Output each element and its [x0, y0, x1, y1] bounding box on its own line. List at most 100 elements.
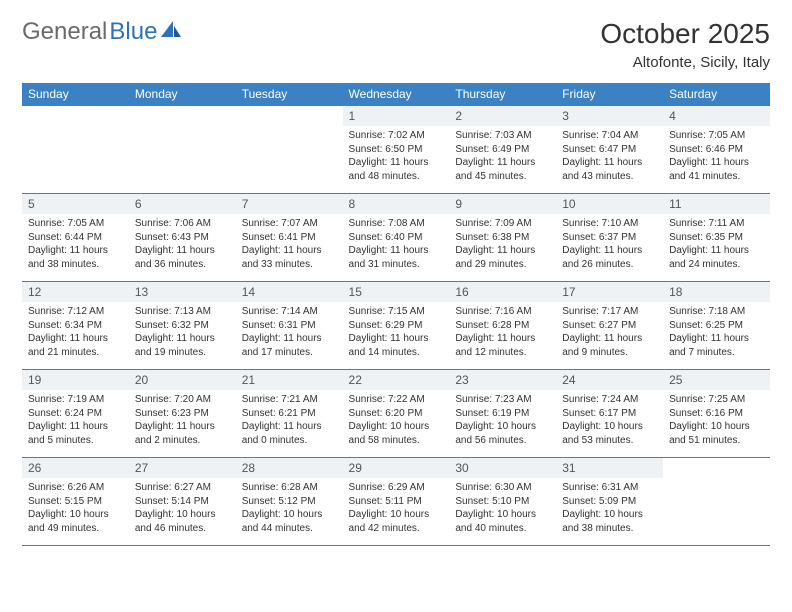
sunrise-text: Sunrise: 7:07 AM: [242, 217, 337, 231]
day-number: 24: [556, 370, 663, 390]
day-details: Sunrise: 7:09 AMSunset: 6:38 PMDaylight:…: [449, 214, 556, 274]
calendar-day-cell: 19Sunrise: 7:19 AMSunset: 6:24 PMDayligh…: [22, 370, 129, 458]
sunrise-text: Sunrise: 7:23 AM: [455, 393, 550, 407]
daylight-text: Daylight: 11 hours and 43 minutes.: [562, 156, 657, 183]
sunrise-text: Sunrise: 7:19 AM: [28, 393, 123, 407]
calendar-day-cell: 1Sunrise: 7:02 AMSunset: 6:50 PMDaylight…: [343, 106, 450, 194]
day-number: 6: [129, 194, 236, 214]
day-details: Sunrise: 7:22 AMSunset: 6:20 PMDaylight:…: [343, 390, 450, 450]
sunrise-text: Sunrise: 7:11 AM: [669, 217, 764, 231]
sunset-text: Sunset: 5:09 PM: [562, 495, 657, 509]
month-title: October 2025: [600, 18, 770, 50]
sunrise-text: Sunrise: 6:29 AM: [349, 481, 444, 495]
daylight-text: Daylight: 11 hours and 38 minutes.: [28, 244, 123, 271]
day-details: Sunrise: 7:02 AMSunset: 6:50 PMDaylight:…: [343, 126, 450, 186]
calendar-day-cell: 16Sunrise: 7:16 AMSunset: 6:28 PMDayligh…: [449, 282, 556, 370]
sunrise-text: Sunrise: 6:27 AM: [135, 481, 230, 495]
daylight-text: Daylight: 11 hours and 36 minutes.: [135, 244, 230, 271]
sunset-text: Sunset: 6:16 PM: [669, 407, 764, 421]
calendar-week-row: 5Sunrise: 7:05 AMSunset: 6:44 PMDaylight…: [22, 194, 770, 282]
sunset-text: Sunset: 6:46 PM: [669, 143, 764, 157]
sunset-text: Sunset: 6:19 PM: [455, 407, 550, 421]
daylight-text: Daylight: 10 hours and 49 minutes.: [28, 508, 123, 535]
sunrise-text: Sunrise: 7:08 AM: [349, 217, 444, 231]
day-number: 15: [343, 282, 450, 302]
daylight-text: Daylight: 10 hours and 51 minutes.: [669, 420, 764, 447]
weekday-header: Saturday: [663, 83, 770, 106]
weekday-header: Thursday: [449, 83, 556, 106]
sunrise-text: Sunrise: 6:28 AM: [242, 481, 337, 495]
day-details: Sunrise: 7:13 AMSunset: 6:32 PMDaylight:…: [129, 302, 236, 362]
day-number: 8: [343, 194, 450, 214]
sunrise-text: Sunrise: 7:13 AM: [135, 305, 230, 319]
sunset-text: Sunset: 6:27 PM: [562, 319, 657, 333]
sunset-text: Sunset: 6:35 PM: [669, 231, 764, 245]
day-details: Sunrise: 7:17 AMSunset: 6:27 PMDaylight:…: [556, 302, 663, 362]
calendar-header-row: SundayMondayTuesdayWednesdayThursdayFrid…: [22, 83, 770, 106]
daylight-text: Daylight: 10 hours and 53 minutes.: [562, 420, 657, 447]
day-number: 5: [22, 194, 129, 214]
sunrise-text: Sunrise: 7:16 AM: [455, 305, 550, 319]
sunset-text: Sunset: 5:15 PM: [28, 495, 123, 509]
sunrise-text: Sunrise: 7:05 AM: [669, 129, 764, 143]
calendar-day-cell: 11Sunrise: 7:11 AMSunset: 6:35 PMDayligh…: [663, 194, 770, 282]
location: Altofonte, Sicily, Italy: [600, 54, 770, 71]
calendar-day-cell: 25Sunrise: 7:25 AMSunset: 6:16 PMDayligh…: [663, 370, 770, 458]
calendar-day-cell: 3Sunrise: 7:04 AMSunset: 6:47 PMDaylight…: [556, 106, 663, 194]
calendar-day-cell: 29Sunrise: 6:29 AMSunset: 5:11 PMDayligh…: [343, 458, 450, 546]
sunset-text: Sunset: 6:34 PM: [28, 319, 123, 333]
daylight-text: Daylight: 11 hours and 17 minutes.: [242, 332, 337, 359]
day-number: 14: [236, 282, 343, 302]
sunset-text: Sunset: 6:43 PM: [135, 231, 230, 245]
calendar-day-cell: 2Sunrise: 7:03 AMSunset: 6:49 PMDaylight…: [449, 106, 556, 194]
sunrise-text: Sunrise: 7:17 AM: [562, 305, 657, 319]
day-number: 7: [236, 194, 343, 214]
day-number: 1: [343, 106, 450, 126]
sunset-text: Sunset: 6:31 PM: [242, 319, 337, 333]
sunset-text: Sunset: 5:12 PM: [242, 495, 337, 509]
calendar-day-cell: 23Sunrise: 7:23 AMSunset: 6:19 PMDayligh…: [449, 370, 556, 458]
sunset-text: Sunset: 6:25 PM: [669, 319, 764, 333]
logo: GeneralBlue: [22, 18, 181, 46]
day-details: Sunrise: 7:20 AMSunset: 6:23 PMDaylight:…: [129, 390, 236, 450]
daylight-text: Daylight: 11 hours and 24 minutes.: [669, 244, 764, 271]
sunset-text: Sunset: 6:29 PM: [349, 319, 444, 333]
calendar-day-cell: 10Sunrise: 7:10 AMSunset: 6:37 PMDayligh…: [556, 194, 663, 282]
daylight-text: Daylight: 11 hours and 5 minutes.: [28, 420, 123, 447]
calendar-week-row: 12Sunrise: 7:12 AMSunset: 6:34 PMDayligh…: [22, 282, 770, 370]
calendar-day-cell: 9Sunrise: 7:09 AMSunset: 6:38 PMDaylight…: [449, 194, 556, 282]
sunset-text: Sunset: 6:28 PM: [455, 319, 550, 333]
sunset-text: Sunset: 5:10 PM: [455, 495, 550, 509]
day-details: Sunrise: 7:23 AMSunset: 6:19 PMDaylight:…: [449, 390, 556, 450]
day-number: 10: [556, 194, 663, 214]
sunrise-text: Sunrise: 7:12 AM: [28, 305, 123, 319]
calendar-day-cell: 13Sunrise: 7:13 AMSunset: 6:32 PMDayligh…: [129, 282, 236, 370]
sunset-text: Sunset: 6:38 PM: [455, 231, 550, 245]
sunset-text: Sunset: 6:50 PM: [349, 143, 444, 157]
daylight-text: Daylight: 11 hours and 12 minutes.: [455, 332, 550, 359]
day-number: 3: [556, 106, 663, 126]
sunrise-text: Sunrise: 7:06 AM: [135, 217, 230, 231]
day-details: Sunrise: 7:06 AMSunset: 6:43 PMDaylight:…: [129, 214, 236, 274]
day-details: Sunrise: 6:31 AMSunset: 5:09 PMDaylight:…: [556, 478, 663, 538]
daylight-text: Daylight: 11 hours and 7 minutes.: [669, 332, 764, 359]
day-details: Sunrise: 7:04 AMSunset: 6:47 PMDaylight:…: [556, 126, 663, 186]
header: GeneralBlue October 2025 Altofonte, Sici…: [22, 18, 770, 71]
sunrise-text: Sunrise: 7:21 AM: [242, 393, 337, 407]
calendar-day-cell: 6Sunrise: 7:06 AMSunset: 6:43 PMDaylight…: [129, 194, 236, 282]
sunrise-text: Sunrise: 6:26 AM: [28, 481, 123, 495]
calendar-day-cell: 17Sunrise: 7:17 AMSunset: 6:27 PMDayligh…: [556, 282, 663, 370]
daylight-text: Daylight: 11 hours and 21 minutes.: [28, 332, 123, 359]
daylight-text: Daylight: 11 hours and 14 minutes.: [349, 332, 444, 359]
calendar-day-cell: 31Sunrise: 6:31 AMSunset: 5:09 PMDayligh…: [556, 458, 663, 546]
sunset-text: Sunset: 6:41 PM: [242, 231, 337, 245]
sunrise-text: Sunrise: 7:03 AM: [455, 129, 550, 143]
day-details: Sunrise: 6:27 AMSunset: 5:14 PMDaylight:…: [129, 478, 236, 538]
calendar-day-cell: 15Sunrise: 7:15 AMSunset: 6:29 PMDayligh…: [343, 282, 450, 370]
sunset-text: Sunset: 6:23 PM: [135, 407, 230, 421]
calendar-week-row: 1Sunrise: 7:02 AMSunset: 6:50 PMDaylight…: [22, 106, 770, 194]
day-details: Sunrise: 7:03 AMSunset: 6:49 PMDaylight:…: [449, 126, 556, 186]
day-details: Sunrise: 6:26 AMSunset: 5:15 PMDaylight:…: [22, 478, 129, 538]
day-details: Sunrise: 7:12 AMSunset: 6:34 PMDaylight:…: [22, 302, 129, 362]
calendar-day-cell: 28Sunrise: 6:28 AMSunset: 5:12 PMDayligh…: [236, 458, 343, 546]
